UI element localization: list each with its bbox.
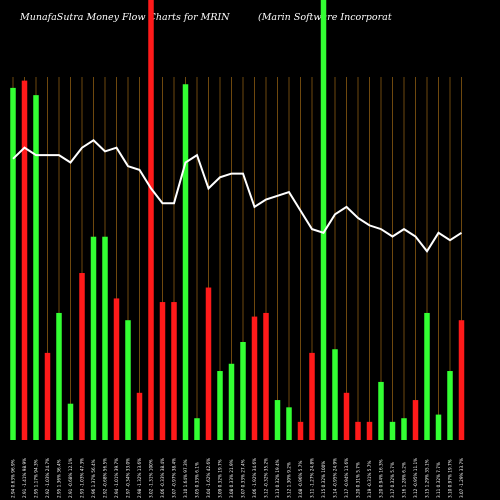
money-flow-bar	[355, 421, 361, 440]
money-flow-bar	[263, 312, 269, 440]
x-tick-label: 3.04 -1.62% 42.6%	[206, 458, 211, 498]
money-flow-bar	[343, 392, 350, 440]
x-tick-label: 3.06 -1.92% 34.6%	[252, 458, 257, 498]
money-flow-bar	[102, 236, 108, 440]
x-tick-label: 3.02 -1.31% 100%	[149, 459, 154, 498]
money-flow-bar	[424, 312, 430, 440]
x-tick-label: 3.08 -0.96% 5.7%	[298, 461, 303, 498]
money-flow-bar	[412, 400, 419, 440]
x-tick-label: 2.97 -0.34% 33.0%	[126, 458, 131, 498]
x-tick-label: 3.06 -0.33% 38.4%	[160, 458, 165, 498]
money-flow-bar	[401, 418, 407, 440]
x-tick-label: 3.07 -1.29% 33.7%	[459, 458, 464, 498]
money-flow-bar	[136, 392, 143, 440]
money-flow-bar	[309, 352, 315, 440]
x-tick-label: 2.95 1.17% 94.3%	[34, 459, 39, 498]
x-tick-label: 3.08 0.33% 21.9%	[229, 459, 234, 498]
x-tick-label: 3.12 -0.32% 35.2%	[264, 458, 269, 498]
money-flow-bar	[332, 349, 338, 440]
price-line	[12, 139, 463, 254]
money-flow-bar	[171, 302, 177, 440]
x-tick-label: 3.12 -0.95% 11.1%	[413, 458, 418, 498]
money-flow-bar	[378, 381, 384, 440]
money-flow-bar	[90, 236, 97, 440]
money-flow-bar	[447, 371, 453, 440]
x-tick-label: 3.15 1.29% 35.1%	[425, 459, 430, 498]
money-flow-bar	[240, 341, 246, 440]
money-flow-bar	[10, 87, 16, 440]
x-tick-label: 3.09 0.32% 19.7%	[218, 459, 223, 498]
x-tick-label: 2.92 -1.03% 24.7%	[45, 458, 50, 498]
x-tick-label: 3.17 -0.94% 13.6%	[344, 458, 349, 498]
money-flow-bar	[286, 407, 292, 440]
x-tick-label: 3.20 0.94% 16.3%	[379, 459, 384, 498]
x-tick-label: 2.98 -1.32% 13.6%	[137, 458, 142, 498]
x-tick-label: 3.17 0.32% 5.7%	[390, 462, 395, 498]
x-tick-label: 3.13 0.32% 19.4%	[275, 459, 280, 498]
money-flow-bar	[79, 273, 85, 440]
money-flow-bar	[320, 77, 327, 440]
money-flow-bar	[67, 403, 74, 440]
money-flow-bar	[194, 418, 200, 440]
x-tick-label: 2.91 -1.41% 98.9%	[22, 458, 27, 498]
chart-title: MunafaSutra Money Flow Charts for MRIN	[20, 12, 230, 23]
money-flow-bar	[148, 77, 154, 440]
money-flow-bar	[56, 312, 62, 440]
money-flow-bar	[458, 320, 465, 440]
money-flow-bar	[251, 316, 258, 440]
x-tick-label: 3.07 0.33% 27.4%	[241, 459, 246, 498]
x-tick-label: 3.05 0.33% 6.1%	[195, 462, 200, 498]
money-flow-bar	[125, 320, 131, 440]
money-flow-bar	[217, 371, 223, 440]
money-flow-bar-overflow	[320, 0, 327, 77]
x-tick-label: 3.11 -1.27% 24.8%	[310, 458, 315, 498]
money-flow-bar	[297, 421, 304, 440]
x-tick-label: 3.20 0.31% 5.7%	[356, 462, 361, 498]
x-tick-label: 3.15 0.32% 100%	[321, 461, 326, 498]
x-tick-label: 3.10 1.64% 97.3%	[183, 459, 188, 498]
money-flow-bar	[274, 400, 281, 440]
money-flow-bar	[21, 80, 28, 440]
x-tick-label: 3.07 -0.97% 38.4%	[172, 458, 177, 498]
x-tick-label: 2.94 0.63% 96.9%	[11, 459, 16, 498]
money-flow-bar	[366, 421, 373, 440]
money-flow-bar	[159, 302, 166, 440]
money-flow-bar	[228, 363, 235, 440]
x-tick-label: 3.11 0.32% 7.7%	[436, 462, 441, 498]
money-flow-bar	[389, 421, 396, 440]
money-flow-bar	[44, 352, 51, 440]
x-tick-label: 2.93 -1.03% 47.3%	[80, 458, 85, 498]
x-tick-label: 2.94 -1.01% 39.7%	[114, 458, 119, 498]
x-tick-label: 2.92 -0.68% 56.5%	[103, 458, 108, 498]
x-tick-label: 3.14 -0.95% 24.9%	[333, 458, 338, 498]
money-flow-bar	[435, 414, 442, 440]
money-flow-bar	[33, 95, 39, 441]
x-tick-label: 3.10 0.97% 19.7%	[448, 459, 453, 498]
money-flow-bar	[113, 298, 120, 440]
x-tick-label: 2.95 1.36% 36.4%	[57, 459, 62, 498]
x-tick-label: 3.19 -0.31% 5.7%	[367, 461, 372, 498]
money-flow-bar	[182, 84, 189, 440]
x-tick-label: 3.12 1.30% 9.2%	[287, 462, 292, 498]
money-flow-bar-overflow	[148, 0, 154, 77]
money-flow-bar	[205, 287, 212, 440]
x-tick-label: 3.16 1.28% 6.2%	[402, 462, 407, 498]
x-tick-label: 2.91 -0.68% 12.1%	[68, 458, 73, 498]
x-tick-label: 2.96 1.37% 56.4%	[91, 459, 96, 498]
